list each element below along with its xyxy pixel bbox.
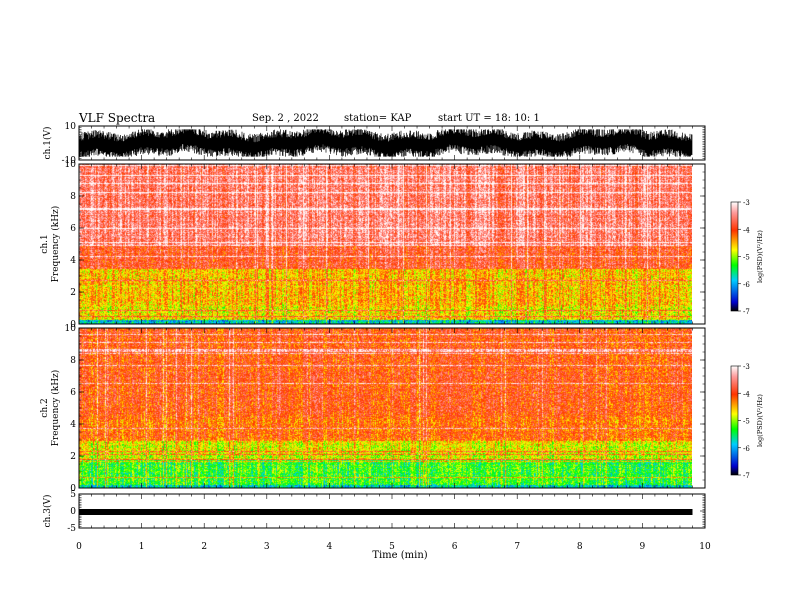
ch1-spectrogram — [79, 164, 692, 324]
axes-frames — [78, 125, 706, 529]
x-tick-label: 10 — [699, 542, 711, 552]
colorbar-label: log(PSD)(V²/Hz) — [756, 394, 764, 447]
x-tick-label: 0 — [76, 542, 82, 552]
y-tick-label: -5 — [67, 524, 76, 534]
figure-title: VLF Spectra — [79, 111, 156, 125]
ch3-y-axis-label: ch.3(V) — [42, 495, 53, 528]
y-tick-label: 8 — [70, 192, 76, 202]
y-tick-label: 0 — [70, 507, 76, 517]
colorbar-tick-label: -3 — [743, 363, 750, 371]
x-tick-label: 5 — [389, 542, 395, 552]
colorbar-tick-label: -7 — [743, 308, 750, 316]
x-tick-label: 1 — [139, 542, 145, 552]
x-tick-label: 2 — [201, 542, 207, 552]
y-tick-label: 6 — [70, 224, 76, 234]
ch1-spectrogram-y-axis-label: Frequency (kHz) — [50, 206, 61, 283]
y-tick-label: 4 — [70, 420, 76, 430]
ch2-spectrogram — [79, 328, 692, 488]
colorbar-tick-label: -4 — [743, 390, 750, 398]
y-tick-label: 2 — [70, 288, 76, 298]
ch1-y-axis-label: ch.1(V) — [42, 127, 53, 160]
ch1-waveform — [78, 129, 693, 157]
x-tick-label: 6 — [452, 542, 458, 552]
x-tick-label: 4 — [327, 542, 333, 552]
y-tick-label: 2 — [70, 452, 76, 462]
colorbar-tick-label: -4 — [743, 226, 750, 234]
ch2-spectrogram-y-axis-label: Frequency (kHz) — [50, 370, 61, 447]
spectrogram-image — [79, 328, 692, 488]
station-label: station= KAP — [344, 113, 412, 124]
y-tick-label: 0 — [70, 484, 76, 494]
x-axis-label: Time (min) — [372, 550, 427, 561]
y-tick-label: 4 — [70, 256, 76, 266]
x-tick-label: 3 — [264, 542, 270, 552]
date-label: Sep. 2 , 2022 — [252, 113, 319, 124]
y-tick-label: -10 — [62, 156, 77, 166]
ch1-spectrogram-y-axis-label: ch.1 — [40, 234, 50, 253]
y-tick-label: 5 — [70, 490, 76, 500]
x-tick-label: 8 — [577, 542, 583, 552]
colorbars: -3 -4 -5 -6 -7 log(PSD)(V²/Hz) -3 -4 -5 -6 -7 log(P… — [730, 199, 764, 480]
ch2-spectrogram-y-axis-label: ch.2 — [40, 398, 50, 417]
ch1-signal-line — [78, 129, 693, 157]
ch3-signal-line — [79, 509, 693, 515]
start-time-label: start UT = 18: 10: 1 — [438, 113, 540, 124]
colorbar-tick-label: -3 — [743, 199, 750, 207]
x-tick-label: 7 — [514, 542, 520, 552]
y-tick-label: 10 — [65, 160, 77, 170]
colorbar-tick-label: -7 — [743, 472, 750, 480]
colorbar — [730, 365, 739, 476]
y-tick-label: 0 — [70, 320, 76, 330]
colorbar-tick-label: -6 — [743, 281, 750, 289]
colorbar-tick-label: -6 — [743, 445, 750, 453]
x-tick-label: 9 — [640, 542, 646, 552]
ch3-waveform — [79, 509, 693, 515]
colorbar-label: log(PSD)(V²/Hz) — [756, 230, 764, 283]
colorbar-tick-label: -5 — [743, 254, 750, 262]
y-tick-label: 10 — [65, 324, 77, 334]
y-tick-label: 6 — [70, 388, 76, 398]
spectrogram-image — [79, 164, 692, 324]
y-tick-label: 8 — [70, 356, 76, 366]
colorbar — [730, 201, 739, 312]
y-tick-label: 10 — [65, 122, 77, 132]
colorbar-tick-label: -5 — [743, 418, 750, 426]
